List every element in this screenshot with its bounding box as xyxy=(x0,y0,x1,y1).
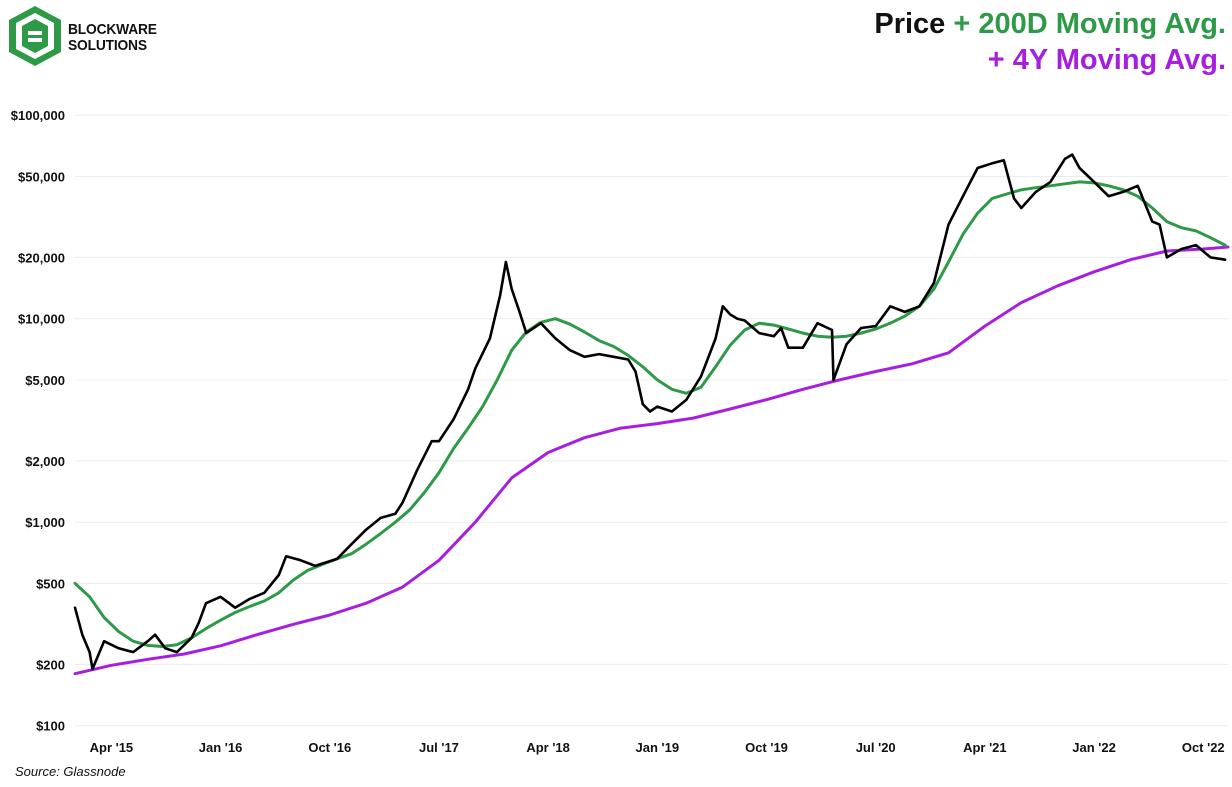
y-tick-label: $10,000 xyxy=(18,312,65,327)
x-tick-label: Oct '22 xyxy=(1182,740,1225,755)
y-tick-label: $100 xyxy=(36,719,65,734)
logo-line1: BLOCKWARE xyxy=(68,21,157,38)
gridlines xyxy=(75,114,1228,727)
title-4y-ma: + 4Y Moving Avg. xyxy=(987,44,1226,76)
x-tick-label: Apr '21 xyxy=(963,740,1007,755)
y-tick-label: $100,000 xyxy=(11,108,65,123)
series-line-price xyxy=(73,153,1227,671)
blockware-logo-icon xyxy=(9,6,61,66)
x-tick-label: Jul '20 xyxy=(856,740,896,755)
logo: BLOCKWARE SOLUTIONS xyxy=(6,4,166,70)
x-tick-label: Jul '17 xyxy=(419,740,459,755)
y-axis-labels: $100 $200 $500 $1,000 $2,000 $5,000 $10,000 $20… xyxy=(11,108,65,734)
x-tick-label: Jan '22 xyxy=(1072,740,1116,755)
x-axis-labels: Apr '15 Jan '16 Oct '16 Jul '17 Apr '18 Jan '… xyxy=(90,740,1225,755)
chart-title: Price + 200D Moving Avg. + 4Y Moving Avg… xyxy=(874,6,1226,78)
series-line-4y-moving-avg- xyxy=(73,245,1230,676)
title-200d-ma: + 200D Moving Avg. xyxy=(953,8,1226,40)
series-lines xyxy=(73,153,1230,676)
x-tick-label: Jan '19 xyxy=(636,740,680,755)
x-tick-label: Oct '16 xyxy=(308,740,351,755)
source-note: Source: Glassnode xyxy=(15,764,126,779)
x-tick-label: Oct '19 xyxy=(745,740,788,755)
logo-line2: SOLUTIONS xyxy=(68,37,147,54)
y-tick-label: $1,000 xyxy=(25,515,65,530)
y-tick-label: $200 xyxy=(36,657,65,672)
y-tick-label: $500 xyxy=(36,576,65,591)
title-price: Price xyxy=(874,8,946,40)
y-tick-label: $5,000 xyxy=(25,373,65,388)
y-tick-label: $20,000 xyxy=(18,250,65,265)
series-line-200d-moving-avg- xyxy=(73,180,1227,648)
x-tick-label: Apr '18 xyxy=(526,740,570,755)
x-tick-label: Jan '16 xyxy=(199,740,243,755)
x-tick-label: Apr '15 xyxy=(90,740,134,755)
y-tick-label: $50,000 xyxy=(18,169,65,184)
y-tick-label: $2,000 xyxy=(25,454,65,469)
